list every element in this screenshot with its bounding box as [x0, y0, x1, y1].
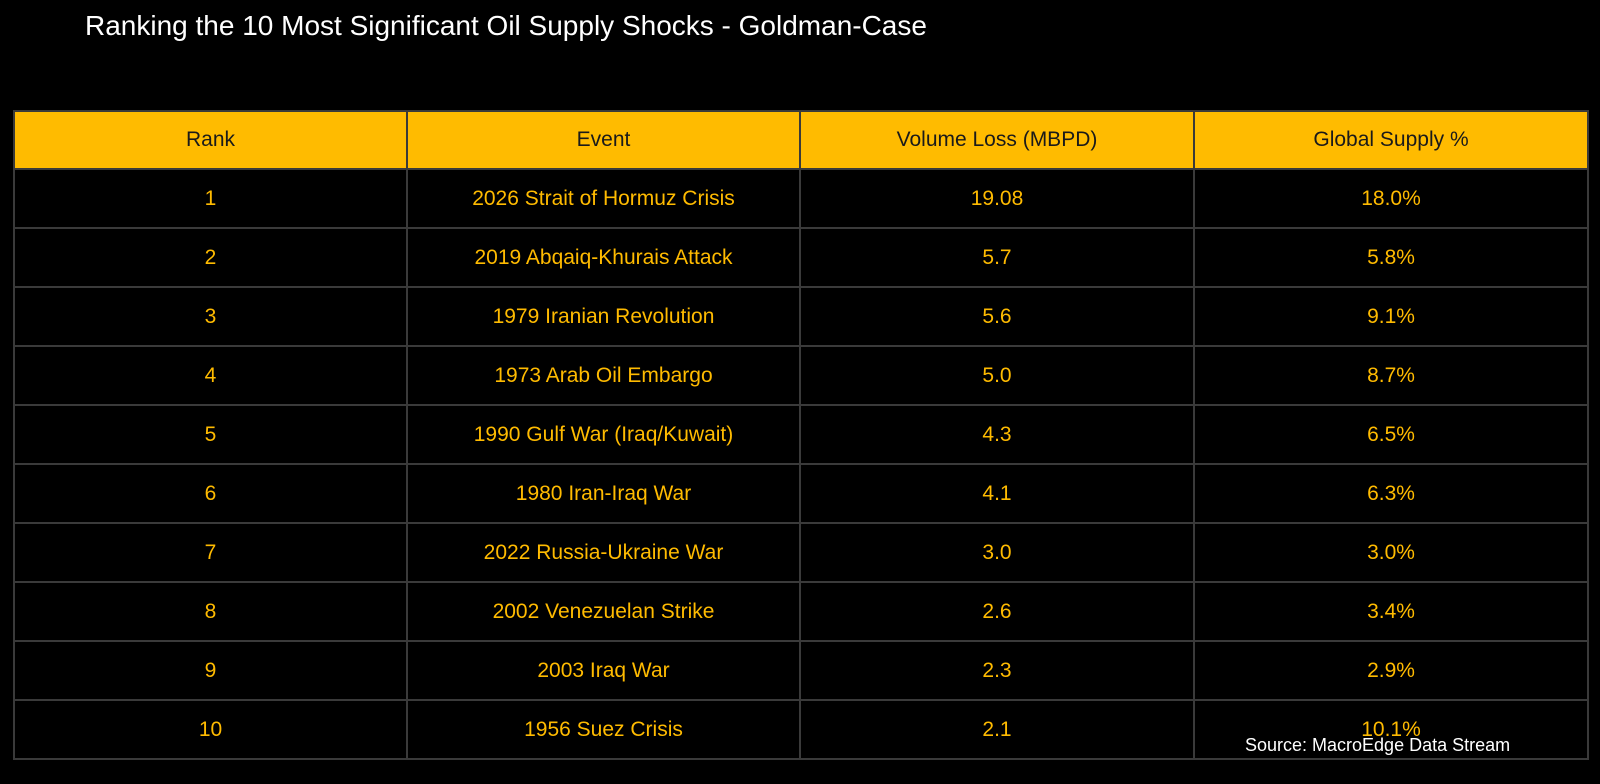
table-cell: 5.6 [799, 286, 1195, 347]
table-cell: 2.1 [799, 699, 1195, 760]
table-cell: 5.8% [1193, 227, 1589, 288]
table-cell: 1 [13, 168, 408, 229]
table-cell: 2022 Russia-Ukraine War [406, 522, 801, 583]
table-cell: 9.1% [1193, 286, 1589, 347]
table-cell: 3 [13, 286, 408, 347]
table-cell: 5.0 [799, 345, 1195, 406]
table-cell: 8 [13, 581, 408, 642]
table-cell: 10 [13, 699, 408, 760]
table-cell: 6.5% [1193, 404, 1589, 465]
table-row: 9 2003 Iraq War 2.3 2.9% [13, 640, 1589, 701]
table-cell: 2003 Iraq War [406, 640, 801, 701]
table-body: 1 2026 Strait of Hormuz Crisis 19.08 18.0% 2… [13, 168, 1589, 760]
table-cell: 19.08 [799, 168, 1195, 229]
table-row: 1 2026 Strait of Hormuz Crisis 19.08 18.0% [13, 168, 1589, 229]
header-cell: Rank [13, 110, 408, 170]
header-cell: Volume Loss (MBPD) [799, 110, 1195, 170]
oil-shocks-table: Rank Event Volume Loss (MBPD) Global Sup… [13, 110, 1589, 760]
table-cell: 6 [13, 463, 408, 524]
table-cell: 1973 Arab Oil Embargo [406, 345, 801, 406]
table-cell: 2002 Venezuelan Strike [406, 581, 801, 642]
table-row: 8 2002 Venezuelan Strike 2.6 3.4% [13, 581, 1589, 642]
header-row: Rank Event Volume Loss (MBPD) Global Sup… [13, 110, 1589, 170]
table-cell: 6.3% [1193, 463, 1589, 524]
table-cell: 3.0 [799, 522, 1195, 583]
table-cell: 1980 Iran-Iraq War [406, 463, 801, 524]
table-row: 5 1990 Gulf War (Iraq/Kuwait) 4.3 6.5% [13, 404, 1589, 465]
table-cell: 9 [13, 640, 408, 701]
table-cell: 8.7% [1193, 345, 1589, 406]
table-row: 4 1973 Arab Oil Embargo 5.0 8.7% [13, 345, 1589, 406]
table-cell: 2 [13, 227, 408, 288]
table-cell: 2019 Abqaiq-Khurais Attack [406, 227, 801, 288]
table-row: 10 1956 Suez Crisis 2.1 10.1% [13, 699, 1589, 760]
table-cell: 1956 Suez Crisis [406, 699, 801, 760]
table-cell: 5 [13, 404, 408, 465]
table-row: 2 2019 Abqaiq-Khurais Attack 5.7 5.8% [13, 227, 1589, 288]
table-cell: 1979 Iranian Revolution [406, 286, 801, 347]
table-cell: 4.3 [799, 404, 1195, 465]
table-row: 7 2022 Russia-Ukraine War 3.0 3.0% [13, 522, 1589, 583]
table-cell: 5.7 [799, 227, 1195, 288]
table-cell: 10.1% [1193, 699, 1589, 760]
table-cell: 4.1 [799, 463, 1195, 524]
header-cell: Global Supply % [1193, 110, 1589, 170]
chart-title: Ranking the 10 Most Significant Oil Supp… [85, 10, 927, 41]
table-cell: 2.6 [799, 581, 1195, 642]
table-row: 6 1980 Iran-Iraq War 4.1 6.3% [13, 463, 1589, 524]
table-cell: 4 [13, 345, 408, 406]
table-cell: 18.0% [1193, 168, 1589, 229]
table-cell: 1990 Gulf War (Iraq/Kuwait) [406, 404, 801, 465]
table-cell: 3.4% [1193, 581, 1589, 642]
header-cell: Event [406, 110, 801, 170]
source-note: Source: MacroEdge Data Stream [1245, 735, 1511, 755]
table-cell: 2.9% [1193, 640, 1589, 701]
table-cell: 3.0% [1193, 522, 1589, 583]
table-row: 3 1979 Iranian Revolution 5.6 9.1% [13, 286, 1589, 347]
table-cell: 2.3 [799, 640, 1195, 701]
table-cell: 2026 Strait of Hormuz Crisis [406, 168, 801, 229]
table-cell: 7 [13, 522, 408, 583]
